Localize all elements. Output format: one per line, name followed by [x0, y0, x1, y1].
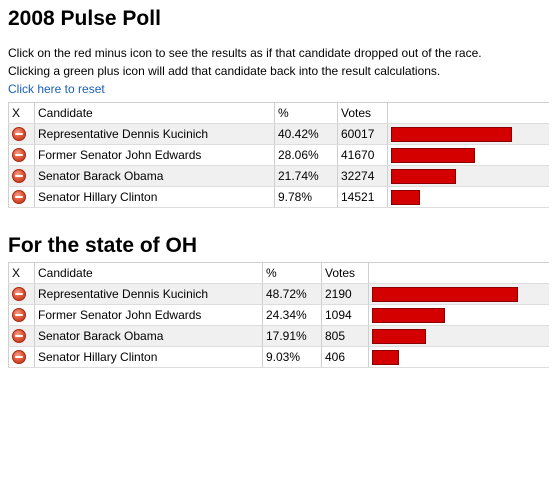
percent-value: 9.78% — [274, 186, 338, 208]
table-header-row: X Candidate % Votes — [8, 102, 549, 124]
table-row: Senator Barack Obama 17.91% 805 — [8, 325, 549, 347]
intro-line-1: Click on the red minus icon to see the r… — [8, 46, 482, 60]
votes-value: 41670 — [337, 144, 388, 166]
minus-circle-icon[interactable] — [12, 190, 26, 205]
header-votes: Votes — [321, 262, 369, 284]
header-candidate: Candidate — [34, 102, 275, 124]
remove-cell — [8, 165, 35, 187]
reset-link[interactable]: Click here to reset — [8, 82, 105, 96]
header-bar — [387, 102, 549, 124]
minus-circle-icon[interactable] — [12, 329, 26, 344]
candidate-name: Representative Dennis Kucinich — [34, 283, 263, 305]
header-percent: % — [262, 262, 322, 284]
result-bar — [391, 147, 475, 163]
remove-cell — [8, 283, 35, 305]
table-row: Senator Hillary Clinton 9.78% 14521 — [8, 186, 549, 208]
header-votes: Votes — [337, 102, 388, 124]
candidate-name: Former Senator John Edwards — [34, 304, 263, 326]
minus-circle-icon[interactable] — [12, 350, 26, 365]
header-x: X — [8, 262, 35, 284]
table-header-row: X Candidate % Votes — [8, 262, 549, 284]
minus-circle-icon[interactable] — [12, 169, 26, 184]
result-bar — [372, 286, 518, 302]
poll-page: 2008 Pulse Poll Click on the red minus i… — [8, 7, 554, 368]
state-title: For the state of OH — [8, 234, 198, 257]
minus-circle-icon[interactable] — [12, 308, 26, 323]
votes-value: 14521 — [337, 186, 388, 208]
result-bar — [372, 328, 426, 344]
table-row: Representative Dennis Kucinich 48.72% 2190 — [8, 283, 549, 305]
votes-value: 2190 — [321, 283, 369, 305]
table-row: Former Senator John Edwards 28.06% 41670 — [8, 144, 549, 166]
table-row: Former Senator John Edwards 24.34% 1094 — [8, 304, 549, 326]
header-x: X — [8, 102, 35, 124]
percent-value: 28.06% — [274, 144, 338, 166]
state-rows: Representative Dennis Kucinich 48.72% 2190… — [8, 283, 549, 368]
minus-circle-icon[interactable] — [12, 287, 26, 302]
state-results-table: X Candidate % Votes Representative Denni… — [8, 262, 549, 368]
result-bar — [391, 126, 512, 142]
intro-line-2: Clicking a green plus icon will add that… — [8, 64, 441, 78]
percent-value: 9.03% — [262, 346, 322, 368]
remove-cell — [8, 304, 35, 326]
candidate-name: Former Senator John Edwards — [34, 144, 275, 166]
percent-value: 21.74% — [274, 165, 338, 187]
header-candidate: Candidate — [34, 262, 263, 284]
page-title: 2008 Pulse Poll — [8, 7, 161, 30]
remove-cell — [8, 186, 35, 208]
remove-cell — [8, 325, 35, 347]
national-rows: Representative Dennis Kucinich 40.42% 6001… — [8, 123, 549, 208]
bar-cell — [387, 123, 549, 145]
votes-value: 60017 — [337, 123, 388, 145]
bar-cell — [387, 186, 549, 208]
remove-cell — [8, 346, 35, 368]
remove-cell — [8, 123, 35, 145]
votes-value: 805 — [321, 325, 369, 347]
candidate-name: Representative Dennis Kucinich — [34, 123, 275, 145]
candidate-name: Senator Barack Obama — [34, 325, 263, 347]
table-row: Senator Hillary Clinton 9.03% 406 — [8, 346, 549, 368]
bar-cell — [368, 346, 549, 368]
votes-value: 406 — [321, 346, 369, 368]
result-bar — [391, 189, 420, 205]
minus-circle-icon[interactable] — [12, 148, 26, 163]
bar-cell — [387, 144, 549, 166]
votes-value: 32274 — [337, 165, 388, 187]
candidate-name: Senator Hillary Clinton — [34, 186, 275, 208]
bar-cell — [368, 283, 549, 305]
percent-value: 40.42% — [274, 123, 338, 145]
national-results-table: X Candidate % Votes Representative Denni… — [8, 102, 549, 208]
percent-value: 17.91% — [262, 325, 322, 347]
candidate-name: Senator Hillary Clinton — [34, 346, 263, 368]
percent-value: 24.34% — [262, 304, 322, 326]
header-percent: % — [274, 102, 338, 124]
table-row: Senator Barack Obama 21.74% 32274 — [8, 165, 549, 187]
votes-value: 1094 — [321, 304, 369, 326]
bar-cell — [368, 304, 549, 326]
percent-value: 48.72% — [262, 283, 322, 305]
candidate-name: Senator Barack Obama — [34, 165, 275, 187]
result-bar — [391, 168, 456, 184]
table-row: Representative Dennis Kucinich 40.42% 6001… — [8, 123, 549, 145]
result-bar — [372, 307, 445, 323]
bar-cell — [368, 325, 549, 347]
header-bar — [368, 262, 549, 284]
bar-cell — [387, 165, 549, 187]
result-bar — [372, 349, 399, 365]
intro-text: Click on the red minus icon to see the r… — [8, 44, 554, 98]
remove-cell — [8, 144, 35, 166]
minus-circle-icon[interactable] — [12, 127, 26, 142]
